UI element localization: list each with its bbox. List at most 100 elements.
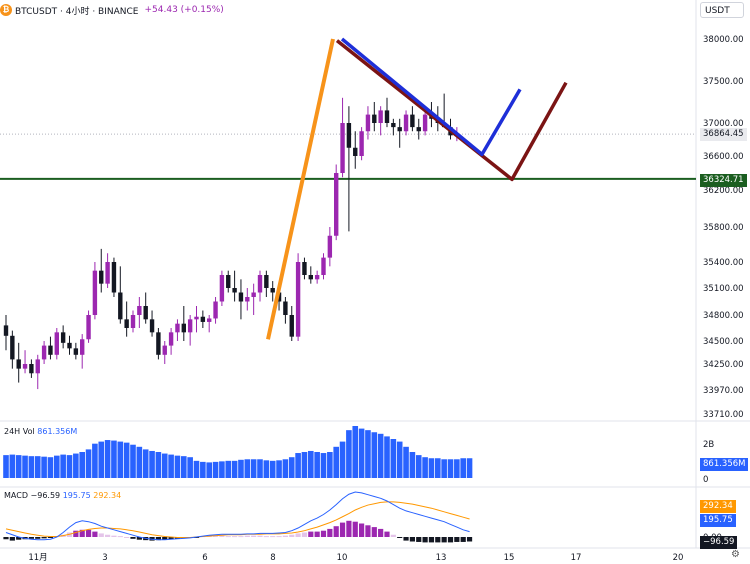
bitcoin-icon: ₿	[0, 4, 12, 16]
y-tick-label: 36200.00	[703, 186, 744, 196]
support-price-badge: 36324.71	[700, 174, 747, 187]
y-tick-label: 35100.00	[703, 284, 744, 294]
macd-histogram-bar	[162, 537, 168, 540]
macd-histogram-bar	[276, 536, 282, 538]
candle-body	[200, 316, 206, 322]
volume-bar	[441, 459, 447, 478]
macd-histogram-bar	[390, 534, 396, 537]
volume-bar	[117, 441, 124, 478]
volume-bar	[41, 456, 47, 478]
volume-bar	[276, 460, 282, 478]
volume-bar	[250, 459, 257, 478]
macd-histogram-bar	[79, 529, 85, 537]
volume-bar	[288, 457, 295, 478]
candle-body	[378, 110, 383, 123]
macd-histogram-bar	[416, 537, 422, 542]
volume-bar	[225, 460, 232, 478]
volume-bar	[193, 460, 200, 478]
volume-legend: 24H Vol 861.356M	[4, 427, 77, 436]
macd-histogram-bar	[447, 537, 454, 543]
candle-body	[232, 288, 237, 293]
candle-body	[3, 325, 9, 336]
candle-body	[130, 315, 136, 328]
volume-bar	[327, 452, 333, 478]
candle-body	[334, 173, 339, 236]
macd-histogram-bar	[41, 537, 47, 539]
y-tick-label: 33970.00	[703, 386, 744, 396]
volume-tick-label: 2B	[703, 440, 714, 450]
macd-histogram-bar	[384, 531, 390, 537]
volume-bar	[320, 453, 327, 478]
y-tick-label: 34800.00	[703, 311, 744, 321]
currency-selector[interactable]: USDT	[700, 2, 744, 18]
x-tick-label: 20	[673, 553, 684, 563]
macd-histogram-bar	[257, 535, 263, 537]
macd-badge: 195.75	[700, 514, 736, 527]
candle-body	[149, 319, 155, 333]
candle-body	[67, 342, 72, 349]
macd-histogram-bar	[219, 535, 225, 537]
candle-body	[124, 319, 129, 328]
candle-body	[73, 348, 79, 355]
volume-bar	[34, 456, 41, 478]
candle-body	[257, 275, 263, 293]
symbol-bar[interactable]: ₿ BTCUSDT · 4小时 · BINANCE +54.43 (+0.15%…	[0, 0, 224, 20]
y-tick-label: 35800.00	[703, 223, 744, 233]
candle-body	[365, 114, 371, 132]
volume-bar	[352, 426, 359, 478]
x-tick-label: 17	[571, 553, 582, 563]
volume-bar	[371, 432, 378, 478]
candle-body	[156, 332, 161, 355]
hist-badge: −96.59	[700, 536, 738, 549]
candle-body	[251, 292, 256, 297]
blue-projection-line	[340, 37, 522, 157]
macd-signal-line	[5, 501, 470, 538]
volume-bar	[66, 455, 73, 478]
macd-histogram-bar	[301, 532, 308, 537]
macd-histogram-bar	[9, 537, 15, 541]
candle-body	[111, 262, 117, 293]
candle-body	[245, 297, 250, 302]
macd-histogram-bar	[92, 531, 98, 537]
candle-body	[384, 110, 390, 123]
macd-histogram-bar	[73, 530, 79, 537]
x-tick-label: 15	[504, 553, 515, 563]
orange-rally-line	[266, 38, 335, 340]
y-tick-label: 38000.00	[703, 35, 744, 45]
volume-bar	[98, 441, 105, 478]
volume-bar	[206, 462, 212, 478]
candle-body	[327, 235, 333, 258]
macd-histogram-bar	[225, 536, 231, 538]
macd-histogram-bar	[16, 537, 22, 540]
candle-body	[86, 315, 91, 340]
macd-histogram-bar	[244, 535, 250, 537]
volume-bar	[377, 433, 384, 478]
gear-icon[interactable]: ⚙	[731, 549, 740, 560]
volume-bar	[282, 459, 289, 478]
y-tick-label: 37000.00	[703, 119, 744, 129]
volume-bar	[365, 430, 371, 478]
macd-line	[5, 491, 470, 541]
volume-bar	[187, 457, 193, 478]
y-tick-label: 34250.00	[703, 360, 744, 370]
macd-histogram-bar	[460, 537, 466, 542]
volume-bar	[22, 455, 28, 478]
y-tick-label: 34500.00	[703, 337, 744, 347]
candle-body	[219, 275, 225, 302]
candle-body	[143, 306, 148, 320]
macd-histogram-bar	[130, 537, 136, 539]
candle-body	[16, 359, 21, 369]
volume-bar	[333, 446, 339, 478]
macd-histogram-bar	[35, 537, 41, 539]
volume-bar	[200, 461, 206, 478]
candle-body	[181, 323, 186, 333]
macd-histogram-bar	[251, 535, 257, 537]
volume-bar	[295, 453, 301, 478]
candle-body	[226, 275, 231, 288]
macd-histogram-bar	[365, 525, 371, 537]
macd-histogram-bar	[295, 533, 301, 537]
macd-signal-value: 292.34	[93, 491, 122, 500]
volume-bar	[60, 454, 66, 478]
volume-bar	[263, 460, 270, 478]
